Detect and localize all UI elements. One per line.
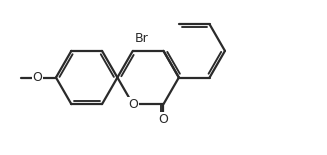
Text: O: O [128,98,138,111]
Text: Br: Br [134,32,148,45]
Text: O: O [159,113,168,126]
Text: O: O [33,71,43,84]
